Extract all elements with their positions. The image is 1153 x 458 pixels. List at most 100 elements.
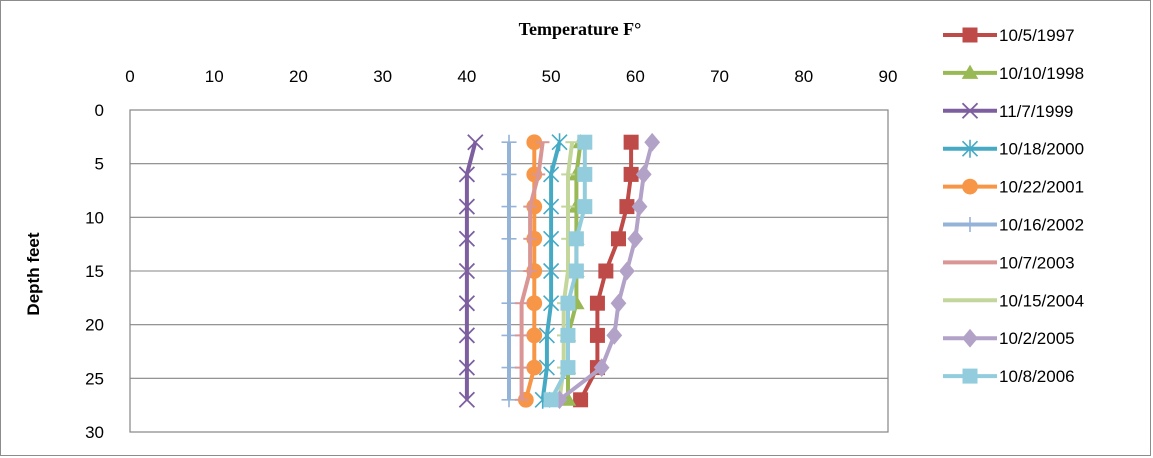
data-point bbox=[526, 134, 543, 151]
y-tick-label: 15 bbox=[85, 262, 104, 281]
data-point bbox=[577, 134, 593, 150]
data-point bbox=[560, 295, 576, 311]
data-point bbox=[501, 295, 517, 311]
data-point bbox=[526, 295, 543, 312]
x-tick-label: 90 bbox=[879, 67, 898, 86]
data-point bbox=[598, 263, 614, 279]
x-tick-label: 50 bbox=[542, 67, 561, 86]
data-point bbox=[458, 230, 476, 247]
y-tick-label: 30 bbox=[85, 423, 104, 442]
data-point bbox=[644, 132, 661, 152]
x-tick-label: 30 bbox=[373, 67, 392, 86]
data-point bbox=[589, 327, 605, 343]
legend-label: 10/7/2003 bbox=[999, 253, 1075, 272]
x-tick-label: 80 bbox=[794, 67, 813, 86]
data-point bbox=[526, 359, 543, 376]
data-point bbox=[606, 326, 623, 345]
series-10-15-2004 bbox=[552, 141, 579, 401]
data-point bbox=[526, 327, 543, 344]
series-10-16-2002 bbox=[501, 134, 517, 408]
x-tick-label: 40 bbox=[457, 67, 476, 86]
data-point bbox=[962, 368, 978, 384]
data-point bbox=[543, 262, 560, 280]
series-10-18-2000 bbox=[534, 133, 568, 409]
data-point bbox=[501, 263, 517, 279]
data-point bbox=[962, 328, 978, 348]
data-point bbox=[458, 295, 476, 312]
legend-label: 10/16/2002 bbox=[999, 216, 1084, 235]
data-point bbox=[501, 166, 517, 182]
data-point bbox=[635, 165, 652, 184]
legend-entry: 10/15/2004 bbox=[943, 291, 1084, 310]
data-point bbox=[501, 199, 517, 215]
y-tick-label: 10 bbox=[85, 208, 104, 227]
data-point bbox=[962, 178, 978, 195]
data-point bbox=[543, 294, 560, 313]
data-point bbox=[501, 360, 517, 376]
x-tick-label: 70 bbox=[710, 67, 729, 86]
legend-entry: 10/10/1998 bbox=[943, 64, 1084, 83]
legend-label: 10/10/1998 bbox=[999, 64, 1084, 83]
y-tick-label: 20 bbox=[85, 316, 104, 335]
data-point bbox=[623, 134, 639, 150]
data-point bbox=[568, 231, 584, 247]
legend-label: 10/18/2000 bbox=[999, 140, 1084, 159]
legend-label: 10/2/2005 bbox=[999, 329, 1075, 348]
data-point bbox=[961, 64, 979, 79]
data-point bbox=[962, 217, 978, 232]
data-point bbox=[961, 139, 979, 158]
data-point bbox=[962, 27, 978, 43]
legend-entry: 11/7/1999 bbox=[943, 102, 1073, 121]
x-tick-label: 0 bbox=[125, 67, 134, 86]
data-point bbox=[961, 102, 979, 119]
data-point bbox=[543, 392, 559, 408]
legend-entry: 10/2/2005 bbox=[943, 328, 1075, 348]
data-point bbox=[568, 263, 584, 279]
data-point bbox=[458, 327, 476, 344]
legend-entry: 10/5/1997 bbox=[943, 26, 1075, 45]
series-11-7-1999 bbox=[458, 134, 484, 408]
legend-entry: 10/8/2006 bbox=[943, 367, 1075, 386]
data-point bbox=[467, 134, 484, 151]
data-point bbox=[458, 391, 476, 408]
x-tick-label: 60 bbox=[626, 67, 645, 86]
data-point bbox=[623, 166, 639, 182]
data-point bbox=[458, 198, 476, 215]
x-tick-label: 20 bbox=[289, 67, 308, 86]
data-point bbox=[458, 262, 476, 280]
y-tick-label: 25 bbox=[85, 369, 104, 388]
data-point bbox=[610, 293, 627, 313]
legend-label: 10/8/2006 bbox=[999, 367, 1075, 386]
data-point bbox=[458, 166, 476, 183]
legend-label: 10/22/2001 bbox=[999, 178, 1084, 197]
data-point bbox=[458, 359, 476, 376]
data-point bbox=[560, 327, 576, 343]
data-point bbox=[589, 295, 605, 311]
legend-entry: 10/18/2000 bbox=[943, 140, 1084, 159]
data-point bbox=[501, 392, 517, 408]
series-10-8-2006 bbox=[543, 134, 593, 408]
legend-entry: 10/22/2001 bbox=[943, 178, 1084, 197]
data-point bbox=[631, 197, 648, 216]
data-point bbox=[543, 165, 560, 184]
data-point bbox=[560, 360, 576, 376]
plot-area-border bbox=[129, 109, 889, 433]
legend-label: 11/7/1999 bbox=[999, 102, 1073, 121]
data-point bbox=[610, 231, 626, 247]
data-point bbox=[577, 166, 593, 182]
data-point bbox=[619, 199, 635, 215]
data-point bbox=[501, 327, 517, 343]
data-point bbox=[573, 392, 589, 408]
y-tick-label: 5 bbox=[95, 155, 104, 174]
data-point bbox=[501, 134, 517, 150]
legend-entry: 10/7/2003 bbox=[943, 253, 1075, 272]
data-point bbox=[543, 229, 560, 248]
legend-entry: 10/16/2002 bbox=[943, 216, 1084, 235]
data-point bbox=[538, 358, 555, 377]
x-tick-label: 10 bbox=[205, 67, 224, 86]
data-point bbox=[501, 231, 517, 247]
y-tick-label: 0 bbox=[95, 101, 104, 120]
data-point bbox=[593, 358, 610, 377]
